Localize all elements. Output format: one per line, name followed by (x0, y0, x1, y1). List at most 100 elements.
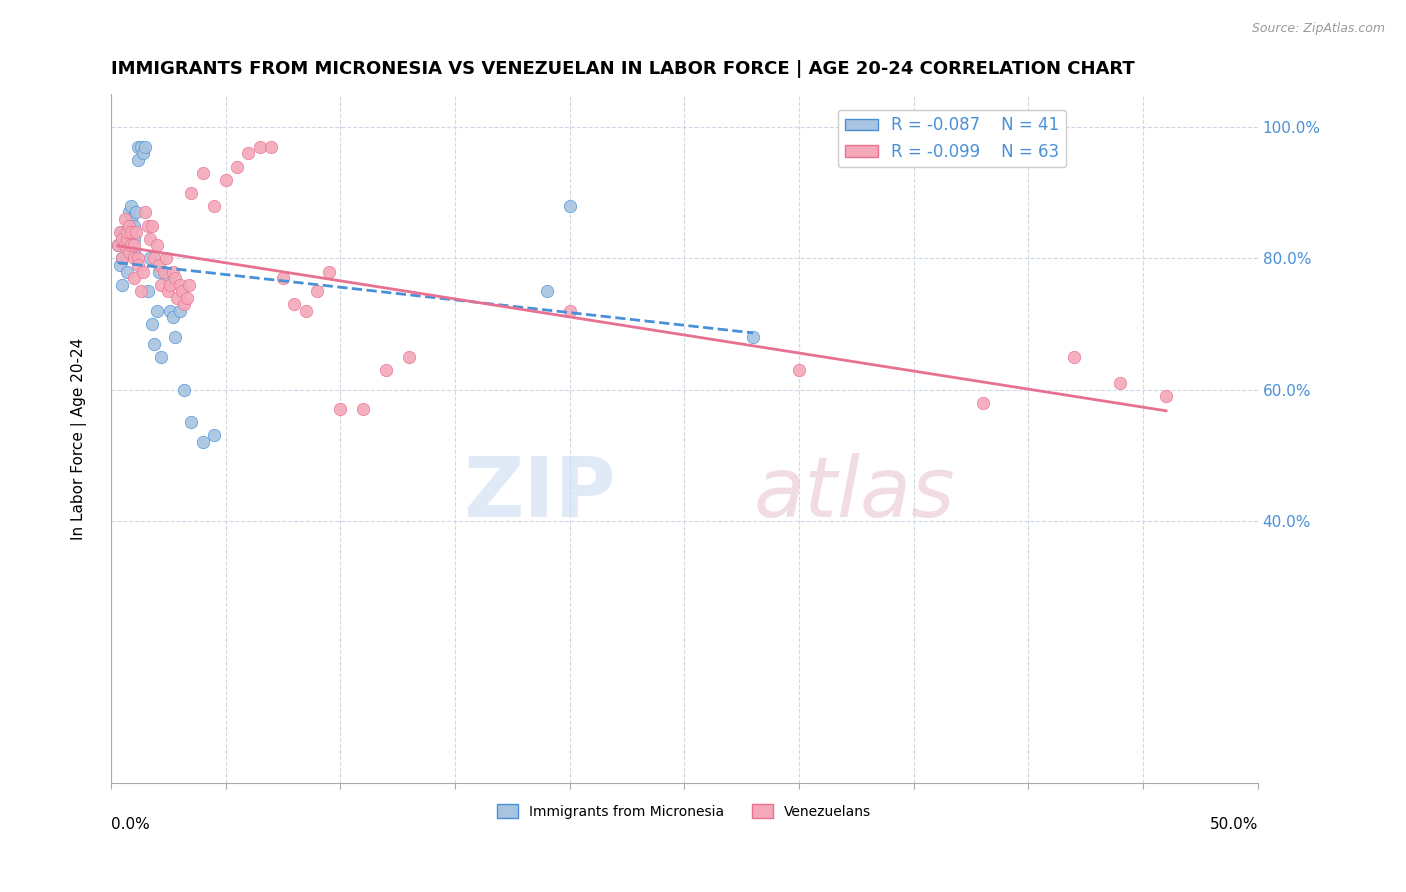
Point (114, 225, 136, 239)
Point (558, 303, 581, 318)
Point (162, 310, 184, 325)
Point (127, 140, 149, 154)
Point (122, 232, 145, 246)
Point (169, 303, 191, 318)
Point (165, 330, 187, 344)
Text: Source: ZipAtlas.com: Source: ZipAtlas.com (1251, 22, 1385, 36)
Text: 0.0%: 0.0% (111, 817, 149, 832)
Point (1154, 389, 1177, 403)
Point (271, 271, 294, 285)
Point (249, 140, 271, 154)
Point (127, 258, 149, 272)
Point (159, 303, 181, 318)
Point (111, 232, 134, 246)
Point (152, 264, 174, 278)
Point (118, 219, 141, 233)
Point (114, 212, 136, 227)
Point (114, 238, 136, 252)
Point (121, 238, 143, 252)
Point (115, 232, 138, 246)
Point (180, 415, 202, 429)
Point (226, 160, 249, 174)
Point (398, 350, 420, 364)
Point (150, 277, 173, 292)
Point (1109, 376, 1132, 390)
Point (129, 140, 152, 154)
Point (150, 350, 173, 364)
Point (176, 291, 198, 305)
Point (352, 402, 374, 417)
Point (318, 264, 340, 278)
Point (134, 205, 156, 219)
Point (125, 205, 148, 219)
Point (118, 205, 141, 219)
Point (165, 271, 187, 285)
Point (202, 199, 225, 213)
Point (122, 252, 145, 266)
Point (157, 271, 180, 285)
Point (787, 363, 810, 377)
Point (115, 232, 138, 246)
Point (238, 146, 260, 161)
Point (283, 297, 305, 311)
Point (108, 258, 131, 272)
Point (143, 336, 166, 351)
Text: 50.0%: 50.0% (1209, 817, 1258, 832)
Point (202, 428, 225, 442)
Text: ZIP: ZIP (463, 453, 616, 534)
Point (145, 303, 167, 318)
Point (114, 238, 136, 252)
Point (115, 264, 138, 278)
Point (132, 264, 155, 278)
Point (122, 271, 145, 285)
Point (558, 199, 581, 213)
Point (111, 277, 134, 292)
Point (129, 284, 152, 298)
Point (127, 252, 149, 266)
Point (173, 383, 195, 397)
Point (536, 284, 558, 298)
Point (122, 219, 145, 233)
Point (143, 252, 166, 266)
Point (136, 284, 159, 298)
Text: IMMIGRANTS FROM MICRONESIA VS VENEZUELAN IN LABOR FORCE | AGE 20-24 CORRELATION : IMMIGRANTS FROM MICRONESIA VS VENEZUELAN… (111, 60, 1135, 78)
Point (191, 435, 214, 450)
Point (329, 402, 352, 417)
Point (159, 277, 181, 292)
Point (122, 244, 145, 259)
Point (169, 277, 191, 292)
Point (375, 363, 398, 377)
Text: atlas: atlas (754, 453, 955, 534)
Point (111, 252, 134, 266)
Point (141, 317, 163, 331)
Point (1063, 350, 1085, 364)
Point (118, 225, 141, 239)
Point (136, 219, 159, 233)
Point (122, 238, 145, 252)
Point (157, 284, 180, 298)
Point (139, 232, 162, 246)
Y-axis label: In Labor Force | Age 20-24: In Labor Force | Age 20-24 (72, 337, 87, 540)
Point (115, 225, 138, 239)
Point (170, 284, 193, 298)
Point (108, 225, 131, 239)
Point (139, 252, 162, 266)
Point (148, 258, 170, 272)
Point (145, 238, 167, 252)
Point (166, 291, 188, 305)
Point (214, 172, 236, 186)
Point (191, 166, 214, 180)
Point (295, 303, 318, 318)
Point (155, 252, 177, 266)
Point (121, 199, 143, 213)
Point (972, 395, 994, 409)
Point (173, 297, 195, 311)
Point (107, 238, 129, 252)
Point (127, 153, 149, 167)
Point (107, 238, 129, 252)
Point (134, 140, 156, 154)
Legend: Immigrants from Micronesia, Venezuelans: Immigrants from Micronesia, Venezuelans (492, 798, 877, 824)
Point (121, 212, 143, 227)
Point (742, 330, 765, 344)
Point (111, 225, 134, 239)
